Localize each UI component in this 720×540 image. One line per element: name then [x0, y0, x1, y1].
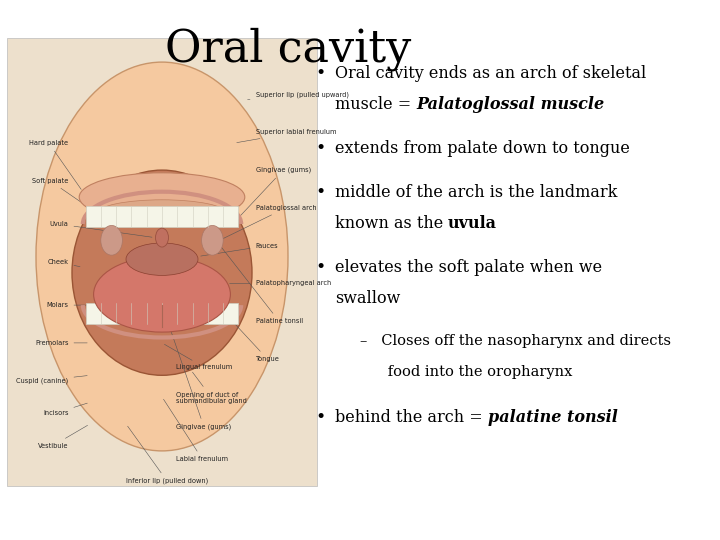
Text: extends from palate down to tongue: extends from palate down to tongue [335, 140, 630, 157]
Text: Premolars: Premolars [35, 340, 87, 346]
Text: Gingivae (gums): Gingivae (gums) [163, 308, 232, 430]
Text: •: • [315, 140, 325, 157]
Text: uvula: uvula [448, 215, 498, 232]
Text: Cheek: Cheek [48, 259, 80, 267]
Text: •: • [315, 259, 325, 276]
Text: •: • [315, 184, 325, 201]
Ellipse shape [72, 170, 252, 375]
Text: Soft palate: Soft palate [32, 178, 95, 212]
Text: middle of the arch is the landmark: middle of the arch is the landmark [335, 184, 617, 201]
Text: palatine tonsil: palatine tonsil [487, 409, 618, 426]
Ellipse shape [101, 225, 122, 255]
Text: Palatoglossal muscle: Palatoglossal muscle [416, 96, 604, 112]
Text: –   Closes off the nasopharynx and directs: – Closes off the nasopharynx and directs [360, 334, 671, 348]
FancyBboxPatch shape [86, 206, 238, 227]
Text: food into the oropharynx: food into the oropharynx [360, 365, 572, 379]
Text: elevates the soft palate when we: elevates the soft palate when we [335, 259, 602, 276]
Ellipse shape [126, 243, 198, 275]
Text: Incisors: Incisors [43, 403, 87, 416]
FancyBboxPatch shape [86, 303, 238, 324]
Text: Labial frenulum: Labial frenulum [163, 399, 228, 462]
Text: known as the: known as the [335, 215, 448, 232]
FancyBboxPatch shape [7, 38, 317, 486]
Ellipse shape [97, 200, 227, 227]
Ellipse shape [202, 225, 223, 255]
Text: behind the arch =: behind the arch = [335, 409, 487, 426]
Ellipse shape [94, 256, 230, 332]
Text: Superior lip (pulled upward): Superior lip (pulled upward) [248, 91, 348, 100]
Text: Gingivae (gums): Gingivae (gums) [240, 167, 311, 217]
Text: •: • [315, 65, 325, 82]
Text: Oral cavity: Oral cavity [165, 27, 411, 71]
Text: muscle =: muscle = [335, 96, 416, 112]
Text: Lingual frenulum: Lingual frenulum [164, 345, 233, 370]
Text: Vestibule: Vestibule [38, 426, 88, 449]
Text: Fauces: Fauces [201, 242, 278, 256]
Text: Palatoglossal arch: Palatoglossal arch [222, 205, 316, 239]
Text: Inferior lip (pulled down): Inferior lip (pulled down) [126, 426, 208, 484]
Text: swallow: swallow [335, 290, 400, 307]
Text: Tongue: Tongue [215, 302, 279, 362]
Ellipse shape [79, 173, 245, 221]
Ellipse shape [36, 62, 288, 451]
Text: Cuspid (canine): Cuspid (canine) [16, 376, 87, 384]
Text: •: • [315, 409, 325, 426]
Text: Opening of duct of
submandibular gland: Opening of duct of submandibular gland [176, 372, 247, 404]
Text: Molars: Molars [46, 302, 87, 308]
Text: Uvula: Uvula [50, 221, 152, 237]
Ellipse shape [156, 228, 168, 247]
Text: Palatopharyngeal arch: Palatopharyngeal arch [230, 280, 331, 287]
Text: Superior labial frenulum: Superior labial frenulum [237, 129, 336, 143]
Text: Oral cavity ends as an arch of skeletal: Oral cavity ends as an arch of skeletal [335, 65, 646, 82]
Text: Palatine tonsil: Palatine tonsil [217, 242, 302, 325]
Text: Hard palate: Hard palate [30, 140, 81, 190]
